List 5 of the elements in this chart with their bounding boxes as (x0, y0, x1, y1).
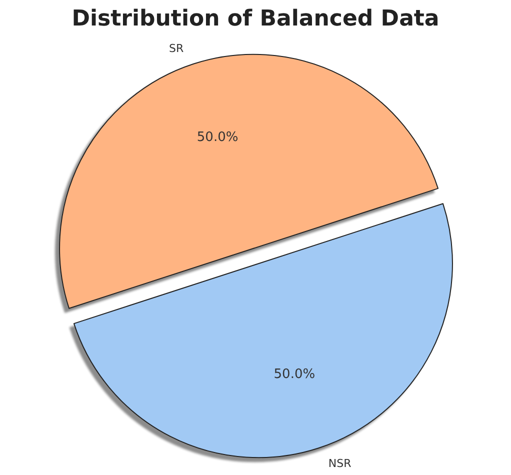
data-label: 50.0% (274, 366, 316, 382)
slice-label: NSR (328, 456, 352, 470)
data-label: 50.0% (196, 130, 238, 146)
chart-title: Distribution of Balanced Data (72, 6, 440, 32)
slice-label: SR (168, 42, 184, 56)
